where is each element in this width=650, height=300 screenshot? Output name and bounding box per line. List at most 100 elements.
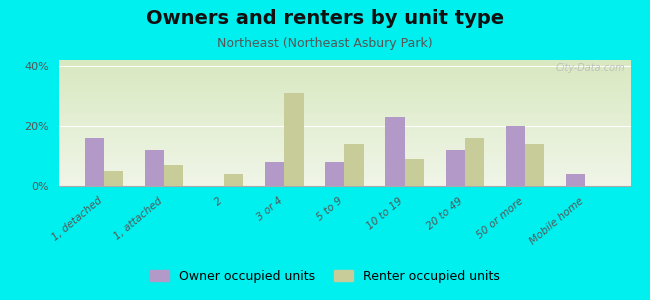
Bar <box>58 160 630 161</box>
Bar <box>58 116 630 117</box>
Text: Owners and renters by unit type: Owners and renters by unit type <box>146 9 504 28</box>
Bar <box>58 182 630 184</box>
Bar <box>58 184 630 185</box>
Bar <box>58 110 630 112</box>
Bar <box>58 152 630 153</box>
Bar <box>58 128 630 129</box>
Bar <box>58 83 630 84</box>
Bar <box>58 60 630 61</box>
Bar <box>58 121 630 122</box>
Bar <box>58 153 630 154</box>
Bar <box>58 74 630 75</box>
Bar <box>58 71 630 73</box>
Bar <box>58 99 630 100</box>
Bar <box>58 178 630 180</box>
Bar <box>58 161 630 162</box>
Bar <box>58 88 630 89</box>
Bar <box>58 69 630 70</box>
Bar <box>58 142 630 143</box>
Bar <box>58 65 630 66</box>
Bar <box>325 162 344 186</box>
Bar <box>58 61 630 62</box>
Bar <box>58 156 630 157</box>
Bar <box>58 180 630 181</box>
Bar <box>164 165 183 186</box>
Bar <box>58 66 630 68</box>
Bar <box>58 137 630 138</box>
Bar <box>58 113 630 114</box>
Bar <box>58 146 630 147</box>
Bar <box>84 138 104 186</box>
Bar <box>58 154 630 156</box>
Bar <box>58 76 630 78</box>
Bar <box>58 118 630 119</box>
Bar <box>58 175 630 176</box>
Bar <box>58 105 630 106</box>
Bar <box>465 138 484 186</box>
Bar <box>58 75 630 76</box>
Bar <box>58 141 630 142</box>
Bar <box>58 181 630 182</box>
Bar <box>58 123 630 124</box>
Bar <box>284 93 304 186</box>
Bar <box>58 106 630 108</box>
Bar <box>58 127 630 128</box>
Bar <box>58 140 630 141</box>
Bar <box>58 108 630 109</box>
Text: Northeast (Northeast Asbury Park): Northeast (Northeast Asbury Park) <box>217 38 433 50</box>
Bar <box>265 162 284 186</box>
Bar <box>58 93 630 94</box>
Bar <box>58 109 630 110</box>
Bar <box>58 100 630 102</box>
Bar <box>58 98 630 99</box>
Bar <box>58 167 630 168</box>
Bar <box>58 62 630 64</box>
Bar <box>58 169 630 171</box>
Bar <box>58 103 630 104</box>
Bar <box>58 95 630 97</box>
Bar <box>58 132 630 133</box>
Bar <box>58 79 630 80</box>
Bar <box>58 176 630 177</box>
Bar <box>58 130 630 132</box>
Bar <box>58 86 630 88</box>
Bar <box>58 144 630 146</box>
Bar <box>58 102 630 103</box>
Bar <box>58 90 630 92</box>
Bar <box>58 133 630 134</box>
Bar <box>58 134 630 136</box>
Bar <box>58 171 630 172</box>
Bar <box>58 80 630 81</box>
Bar <box>446 150 465 186</box>
Bar <box>566 174 585 186</box>
Bar <box>145 150 164 186</box>
Bar <box>58 84 630 85</box>
Bar <box>58 78 630 79</box>
Bar <box>104 171 123 186</box>
Bar <box>58 119 630 121</box>
Bar <box>58 97 630 98</box>
Bar <box>58 173 630 175</box>
Bar <box>58 85 630 86</box>
Bar <box>58 94 630 95</box>
Bar <box>58 185 630 186</box>
Bar <box>58 68 630 69</box>
Bar <box>58 89 630 90</box>
Text: City-Data.com: City-Data.com <box>555 62 625 73</box>
Bar <box>58 122 630 123</box>
Bar <box>58 177 630 178</box>
Bar <box>58 92 630 93</box>
Bar <box>58 166 630 167</box>
Bar <box>58 151 630 152</box>
Bar <box>58 165 630 166</box>
Bar <box>58 162 630 163</box>
Bar <box>58 168 630 169</box>
Bar <box>58 158 630 160</box>
Bar <box>58 129 630 130</box>
Bar <box>58 117 630 118</box>
Bar <box>58 64 630 65</box>
Bar <box>58 81 630 83</box>
Bar <box>58 104 630 105</box>
Bar <box>58 138 630 140</box>
Bar <box>58 114 630 116</box>
